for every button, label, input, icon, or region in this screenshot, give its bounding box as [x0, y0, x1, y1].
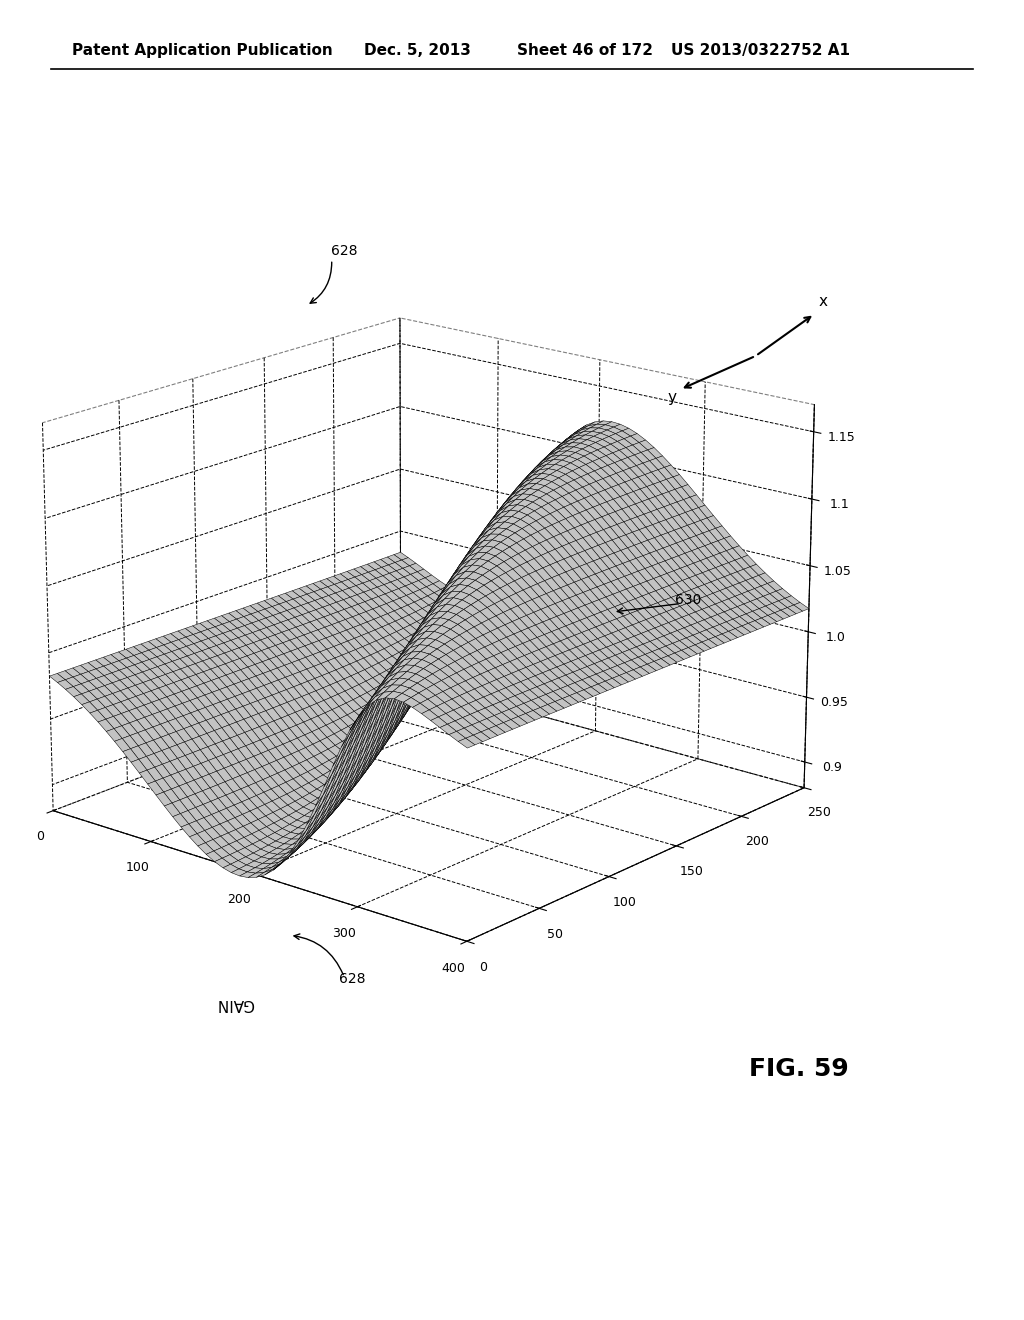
Text: GAIN: GAIN	[216, 997, 254, 1011]
Text: y: y	[668, 391, 677, 405]
Text: Sheet 46 of 172: Sheet 46 of 172	[517, 44, 653, 58]
Text: US 2013/0322752 A1: US 2013/0322752 A1	[671, 44, 850, 58]
Text: FIG. 59: FIG. 59	[749, 1057, 849, 1081]
Text: Dec. 5, 2013: Dec. 5, 2013	[364, 44, 470, 58]
Text: 628: 628	[339, 972, 366, 986]
Text: 630: 630	[676, 593, 701, 607]
Text: 628: 628	[331, 244, 357, 259]
Text: Patent Application Publication: Patent Application Publication	[72, 44, 333, 58]
Text: x: x	[819, 293, 827, 309]
